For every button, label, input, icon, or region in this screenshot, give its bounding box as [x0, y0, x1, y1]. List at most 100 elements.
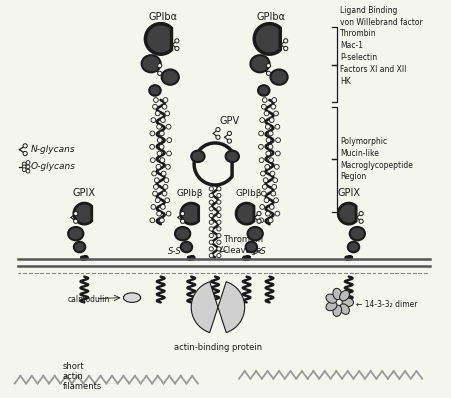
- Circle shape: [180, 219, 185, 223]
- Circle shape: [209, 193, 213, 197]
- Circle shape: [217, 240, 221, 244]
- Circle shape: [209, 220, 213, 224]
- Text: Polymorphic
Mucin-like
Macroglycopeptide
Region: Polymorphic Mucin-like Macroglycopeptide…: [340, 137, 413, 181]
- Circle shape: [209, 247, 213, 251]
- Circle shape: [22, 165, 26, 169]
- Ellipse shape: [124, 293, 141, 302]
- Circle shape: [160, 158, 165, 162]
- Text: calmodulin: calmodulin: [67, 295, 110, 304]
- Circle shape: [153, 98, 158, 102]
- Circle shape: [227, 139, 231, 143]
- Circle shape: [22, 162, 26, 166]
- Circle shape: [209, 213, 213, 218]
- Circle shape: [217, 234, 221, 238]
- Ellipse shape: [258, 85, 270, 96]
- Circle shape: [260, 205, 265, 209]
- Circle shape: [163, 98, 168, 102]
- Circle shape: [209, 234, 213, 238]
- Circle shape: [264, 111, 269, 116]
- Circle shape: [262, 104, 266, 109]
- Polygon shape: [181, 203, 198, 224]
- Circle shape: [157, 151, 162, 156]
- Polygon shape: [254, 23, 281, 54]
- Circle shape: [150, 218, 155, 222]
- Circle shape: [266, 211, 270, 216]
- Circle shape: [150, 144, 155, 149]
- Text: GPIbβ: GPIbβ: [176, 189, 202, 198]
- Circle shape: [216, 135, 220, 139]
- Polygon shape: [236, 203, 254, 224]
- Circle shape: [276, 138, 281, 142]
- Circle shape: [155, 198, 160, 203]
- Text: ← 14-3-3₂ dimer: ← 14-3-3₂ dimer: [356, 300, 418, 309]
- Circle shape: [74, 211, 78, 216]
- Polygon shape: [145, 23, 171, 54]
- Text: GPIbα: GPIbα: [148, 12, 177, 22]
- Circle shape: [150, 158, 155, 162]
- Text: N-glycans: N-glycans: [31, 145, 75, 154]
- Circle shape: [262, 191, 266, 196]
- Circle shape: [269, 118, 274, 123]
- Circle shape: [162, 191, 167, 196]
- Circle shape: [359, 219, 363, 223]
- Circle shape: [269, 205, 274, 209]
- Circle shape: [217, 227, 221, 231]
- Circle shape: [217, 193, 221, 197]
- Ellipse shape: [175, 227, 190, 240]
- Ellipse shape: [333, 305, 342, 316]
- Text: GPIbα: GPIbα: [257, 12, 286, 22]
- Circle shape: [263, 178, 268, 183]
- Circle shape: [164, 178, 169, 183]
- Circle shape: [161, 171, 166, 176]
- Circle shape: [271, 191, 276, 196]
- Ellipse shape: [342, 298, 354, 307]
- Circle shape: [227, 131, 231, 136]
- Circle shape: [217, 207, 221, 211]
- Circle shape: [268, 218, 273, 222]
- Circle shape: [257, 219, 261, 223]
- Circle shape: [269, 158, 273, 162]
- Ellipse shape: [271, 70, 288, 85]
- Ellipse shape: [161, 70, 179, 85]
- Text: Ligand Binding
von Willebrand factor
Thrombin
Mac-1
P-selectin
Factors XI and XI: Ligand Binding von Willebrand factor Thr…: [340, 6, 423, 86]
- Circle shape: [275, 211, 280, 216]
- Circle shape: [217, 254, 221, 258]
- Ellipse shape: [340, 291, 350, 301]
- Circle shape: [259, 131, 263, 136]
- Text: O-glycans: O-glycans: [31, 162, 76, 172]
- Circle shape: [217, 213, 221, 218]
- Circle shape: [165, 198, 170, 203]
- Circle shape: [156, 164, 161, 169]
- Ellipse shape: [340, 304, 350, 314]
- Circle shape: [266, 151, 271, 156]
- Circle shape: [267, 71, 271, 75]
- Circle shape: [152, 104, 157, 109]
- Circle shape: [274, 164, 279, 169]
- Circle shape: [152, 191, 157, 196]
- Circle shape: [259, 158, 264, 162]
- Circle shape: [159, 144, 164, 149]
- Text: GPIbβ: GPIbβ: [235, 189, 262, 198]
- Circle shape: [271, 104, 276, 109]
- Circle shape: [167, 138, 172, 142]
- Ellipse shape: [181, 242, 192, 252]
- Circle shape: [260, 118, 265, 123]
- Text: Thrombin
Cleavage: Thrombin Cleavage: [223, 235, 263, 255]
- Text: actin-binding protein: actin-binding protein: [174, 343, 262, 352]
- Ellipse shape: [191, 150, 205, 162]
- Circle shape: [180, 211, 185, 216]
- Circle shape: [267, 64, 271, 68]
- Circle shape: [217, 247, 221, 251]
- Ellipse shape: [74, 242, 85, 252]
- Circle shape: [150, 131, 155, 136]
- Circle shape: [257, 211, 261, 216]
- Circle shape: [217, 187, 221, 191]
- Ellipse shape: [333, 288, 342, 300]
- Polygon shape: [218, 282, 245, 333]
- Text: short
actin
filaments: short actin filaments: [62, 361, 101, 391]
- Circle shape: [359, 211, 363, 216]
- Circle shape: [209, 227, 213, 231]
- Circle shape: [23, 151, 27, 156]
- Circle shape: [155, 111, 160, 116]
- Ellipse shape: [68, 227, 83, 240]
